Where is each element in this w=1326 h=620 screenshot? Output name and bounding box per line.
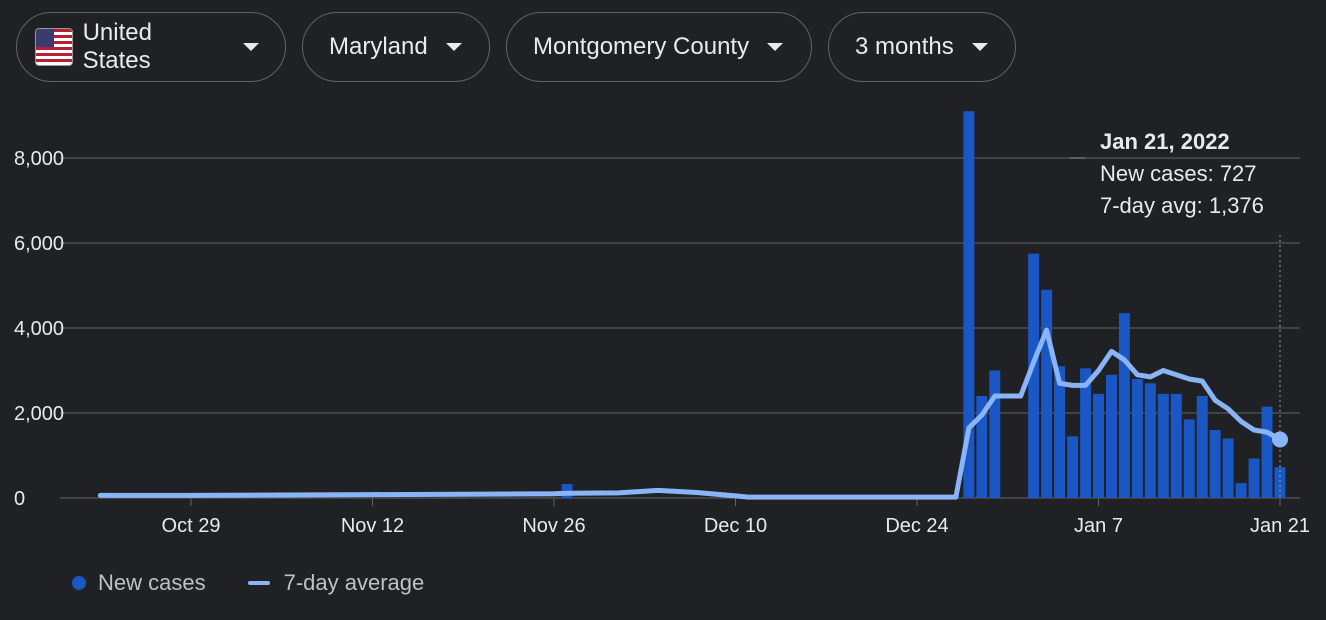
chart-legend: New cases 7-day average — [72, 570, 424, 596]
new-cases-bar — [1067, 436, 1079, 498]
new-cases-legend-icon — [72, 576, 86, 590]
y-axis-labels: 0 2,000 4,000 6,000 8,000 — [14, 148, 64, 510]
avg-line — [97, 327, 1283, 500]
new-cases-bar — [1118, 313, 1130, 498]
y-tick-label: 8,000 — [14, 148, 64, 170]
x-tick-label: Nov 12 — [341, 515, 404, 537]
hover-point — [1272, 431, 1288, 448]
country-dropdown-label: United States — [82, 19, 152, 74]
new-cases-bar — [1028, 253, 1040, 498]
range-dropdown[interactable]: 3 months — [828, 12, 1016, 82]
y-tick-label: 6,000 — [14, 233, 64, 255]
avg-legend-icon — [247, 581, 270, 585]
x-tick-label: Oct 29 — [162, 515, 221, 537]
tooltip-new-cases: New cases: 727 — [1100, 161, 1257, 186]
legend-avg-label: 7-day average — [283, 570, 425, 595]
x-tick-label: Jan 7 — [1074, 515, 1123, 537]
new-cases-bar — [1041, 289, 1053, 498]
new-cases-bar — [1105, 374, 1117, 498]
country-dropdown[interactable]: United States — [16, 12, 286, 82]
chevron-down-icon — [243, 43, 259, 51]
new-cases-bar — [1235, 483, 1247, 498]
y-tick-label: 4,000 — [14, 318, 64, 340]
legend-new-cases-label: New cases — [98, 570, 206, 595]
x-tick-label: Dec 24 — [885, 515, 948, 537]
new-cases-bar — [1131, 379, 1143, 498]
new-cases-bar — [1183, 419, 1195, 498]
cases-chart[interactable]: 0 2,000 4,000 6,000 8,000 Oct 29 Nov 12 Nov 26… — [0, 0, 1326, 560]
state-dropdown[interactable]: Maryland — [302, 12, 490, 82]
hover-marker — [1070, 157, 1288, 498]
chevron-down-icon — [445, 43, 462, 51]
new-cases-bar — [963, 111, 975, 498]
new-cases-bar — [1209, 430, 1221, 498]
new-cases-bar — [1274, 467, 1286, 498]
new-cases-bar — [1080, 368, 1092, 498]
new-cases-bar — [989, 370, 1001, 498]
new-cases-bar — [1093, 393, 1104, 498]
county-dropdown[interactable]: Montgomery County — [506, 12, 812, 82]
new-cases-bar — [1144, 383, 1156, 498]
x-tick-label: Nov 26 — [522, 515, 585, 537]
x-tick-label: Dec 10 — [704, 515, 767, 537]
new-cases-bar — [1157, 393, 1169, 498]
county-dropdown-label: Montgomery County — [533, 33, 750, 60]
new-cases-bars — [561, 111, 1286, 498]
new-cases-bar — [976, 396, 988, 498]
new-cases-bar — [1248, 458, 1260, 498]
us-flag-icon — [35, 28, 73, 66]
new-cases-bar — [1261, 406, 1273, 498]
chart-tooltip: Jan 21, 2022 New cases: 727 7-day avg: 1… — [1100, 126, 1264, 222]
y-tick-label: 0 — [14, 488, 25, 510]
x-axis-labels: Oct 29 Nov 12 Nov 26 Dec 10 Dec 24 Jan 7 Jan 2… — [162, 498, 1310, 537]
state-dropdown-label: Maryland — [329, 33, 428, 60]
new-cases-bar — [1222, 438, 1234, 498]
x-tick-label: Jan 21 — [1250, 515, 1310, 537]
new-cases-bar — [1170, 393, 1182, 498]
y-tick-label: 2,000 — [14, 403, 64, 425]
chevron-down-icon — [767, 43, 784, 51]
new-cases-bar — [1196, 396, 1208, 498]
range-dropdown-label: 3 months — [855, 33, 954, 60]
new-cases-bar — [1054, 366, 1066, 498]
avg-line-layer — [97, 327, 1283, 500]
chevron-down-icon — [971, 43, 988, 51]
tooltip-avg: 7-day avg: 1,376 — [1100, 193, 1264, 218]
tooltip-date: Jan 21, 2022 — [1100, 129, 1230, 154]
